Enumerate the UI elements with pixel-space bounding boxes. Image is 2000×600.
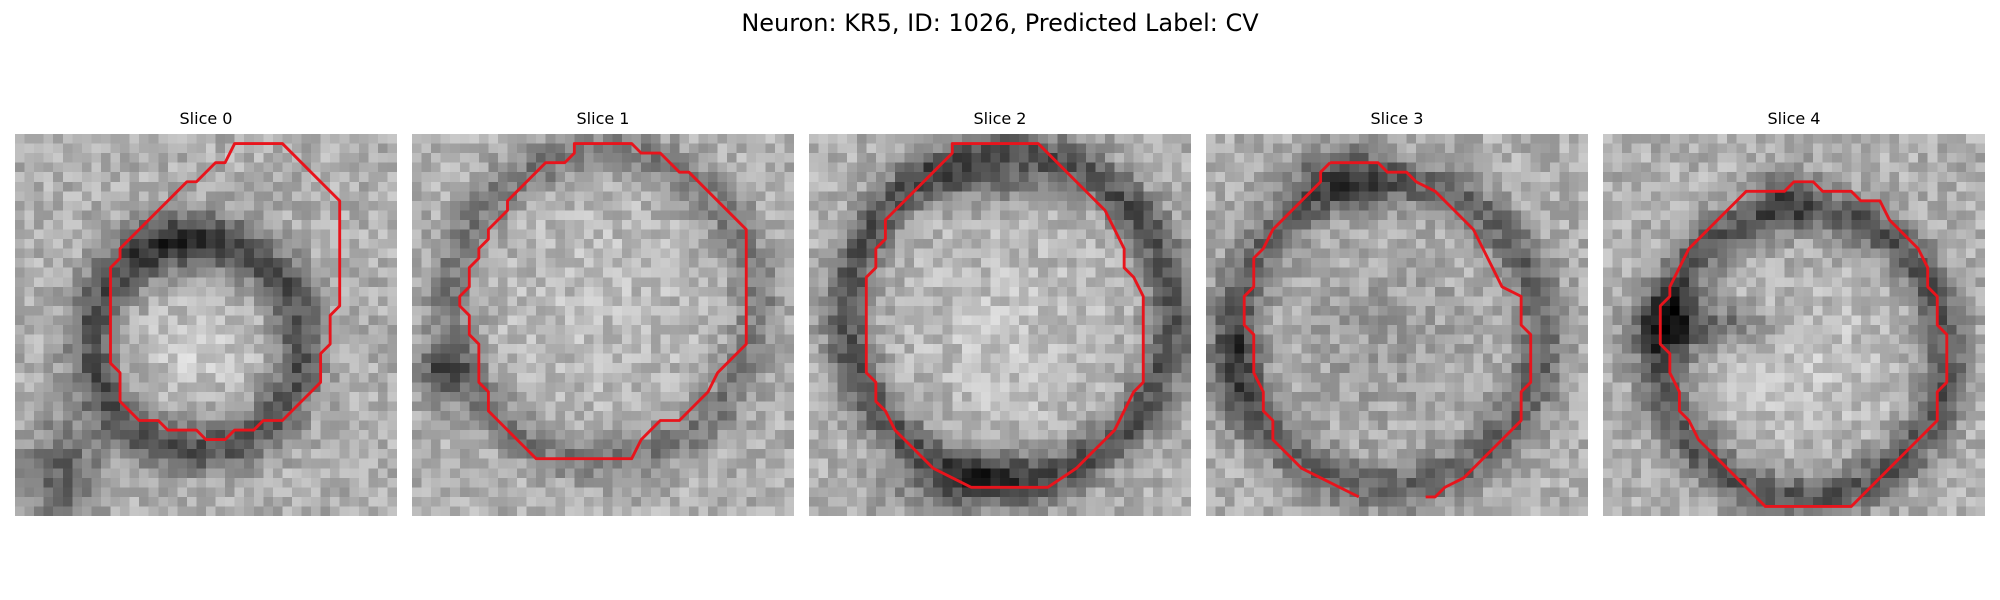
slice-image	[1206, 134, 1588, 516]
segmentation-contour	[458, 142, 748, 461]
segmentation-contour	[1242, 161, 1360, 499]
segmentation-contour	[1330, 161, 1533, 499]
slice-image	[809, 134, 1191, 516]
slice-title: Slice 1	[576, 109, 630, 128]
segmentation-contour	[864, 142, 1145, 489]
slice-image	[15, 134, 397, 516]
slice-image	[1603, 134, 1985, 516]
slice-title: Slice 0	[179, 109, 233, 128]
slice-image	[412, 134, 794, 516]
segmentation-contour	[1658, 180, 1949, 508]
slice-panel-1: Slice 1	[412, 108, 794, 516]
slice-panel-2: Slice 2	[809, 108, 1191, 516]
slice-title: Slice 3	[1370, 109, 1424, 128]
slice-panel-0: Slice 0	[15, 108, 397, 516]
slice-title: Slice 4	[1767, 109, 1821, 128]
slice-panel-4: Slice 4	[1603, 108, 1985, 516]
segmentation-contour	[109, 142, 342, 442]
figure-title: Neuron: KR5, ID: 1026, Predicted Label: …	[741, 9, 1259, 37]
slice-title: Slice 2	[973, 109, 1027, 128]
slice-panel-3: Slice 3	[1206, 108, 1588, 516]
